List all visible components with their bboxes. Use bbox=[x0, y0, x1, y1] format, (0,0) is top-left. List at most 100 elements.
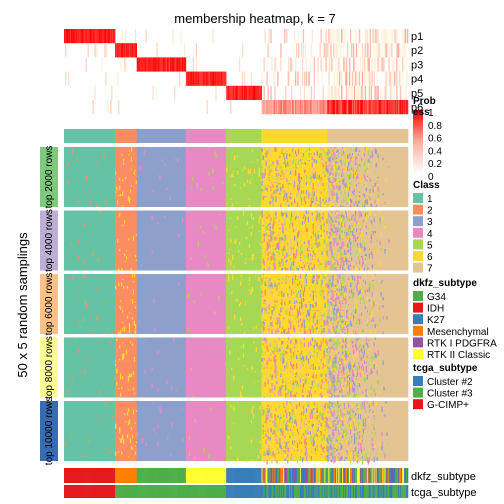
sampling-cell bbox=[119, 438, 121, 440]
prob-cell bbox=[332, 85, 334, 100]
prob-cell bbox=[361, 57, 364, 72]
sampling-cell bbox=[354, 409, 357, 411]
prob-cell bbox=[362, 85, 365, 100]
sampling-cell bbox=[384, 202, 386, 205]
sampling-cell bbox=[272, 245, 274, 247]
prob-cell bbox=[322, 100, 324, 115]
sampling-cell bbox=[289, 183, 291, 185]
sampling-cell bbox=[352, 310, 355, 313]
sampling-cell bbox=[320, 177, 322, 182]
prob-cell bbox=[372, 29, 374, 44]
sampling-cell bbox=[382, 316, 384, 320]
sampling-cell bbox=[264, 251, 266, 253]
sampling-cell bbox=[275, 439, 277, 441]
sampling-cell bbox=[265, 417, 267, 421]
prob-cell bbox=[167, 57, 169, 72]
sampling-cell bbox=[358, 150, 361, 152]
sampling-cell bbox=[266, 150, 268, 156]
prob-cell bbox=[72, 29, 75, 44]
sampling-cell bbox=[268, 214, 270, 218]
prob-cell bbox=[381, 85, 383, 100]
sampling-cell bbox=[338, 185, 340, 191]
sampling-cell bbox=[359, 396, 362, 398]
sampling-cell bbox=[299, 179, 302, 183]
sampling-cell bbox=[353, 419, 356, 424]
sampling-cell bbox=[259, 242, 261, 246]
sampling-cell bbox=[279, 240, 281, 245]
sampling-cell bbox=[370, 368, 372, 374]
sampling-cell bbox=[369, 189, 371, 194]
annotation-cell-dkfz bbox=[114, 468, 116, 483]
sampling-cell bbox=[274, 147, 276, 152]
sampling-cell bbox=[328, 150, 330, 153]
sampling-cell bbox=[252, 414, 254, 419]
sampling-cell bbox=[272, 184, 274, 188]
sampling-cell bbox=[260, 203, 262, 209]
sampling-cell bbox=[273, 423, 275, 428]
sampling-cell bbox=[317, 183, 319, 187]
sampling-cell bbox=[248, 227, 251, 229]
sampling-cell bbox=[375, 162, 377, 168]
prob-cell bbox=[207, 71, 209, 86]
sampling-cell bbox=[263, 173, 265, 175]
sampling-cell bbox=[350, 218, 353, 221]
sampling-cell bbox=[353, 234, 356, 239]
annotation-cell-tcga bbox=[118, 485, 120, 498]
sampling-cell bbox=[267, 280, 269, 282]
sampling-cell bbox=[331, 217, 333, 221]
prob-cell bbox=[389, 85, 391, 100]
sampling-cell bbox=[226, 168, 228, 170]
prob-cell bbox=[213, 71, 215, 86]
annotation-cell-dkfz bbox=[84, 468, 86, 483]
sampling-cell bbox=[275, 433, 277, 436]
sampling-cell bbox=[289, 154, 291, 157]
sampling-cell bbox=[350, 216, 353, 219]
sampling-cell bbox=[262, 411, 264, 416]
sampling-cell bbox=[360, 449, 363, 453]
sampling-cell bbox=[339, 422, 341, 427]
annotation-cell-dkfz bbox=[73, 468, 76, 483]
sampling-cell bbox=[357, 338, 360, 340]
sampling-cell bbox=[337, 374, 339, 376]
sampling-cell bbox=[296, 278, 299, 282]
sampling-cell bbox=[230, 446, 232, 449]
sampling-cell bbox=[359, 446, 362, 451]
sampling-cell bbox=[292, 314, 294, 316]
sampling-cell bbox=[265, 284, 267, 286]
sampling-cell bbox=[328, 204, 330, 207]
sampling-cell bbox=[344, 221, 346, 224]
sampling-cell bbox=[303, 409, 306, 415]
sampling-cell bbox=[357, 154, 360, 156]
sampling-cell bbox=[338, 147, 340, 149]
sampling-cell bbox=[297, 319, 300, 324]
prob-cell bbox=[301, 100, 304, 115]
sampling-cell bbox=[331, 181, 333, 187]
sampling-cell bbox=[284, 222, 286, 227]
annotation-cell-dkfz bbox=[101, 468, 103, 483]
sampling-cell bbox=[354, 217, 357, 223]
sampling-cell bbox=[299, 222, 302, 224]
prob-cell bbox=[400, 85, 402, 100]
sampling-cell bbox=[258, 172, 260, 177]
sampling-cell bbox=[312, 195, 314, 198]
sampling-cell bbox=[348, 197, 350, 201]
sampling-cell bbox=[349, 245, 351, 247]
sampling-cell bbox=[348, 456, 350, 459]
sampling-cell bbox=[342, 444, 344, 446]
prob-cell bbox=[310, 43, 312, 58]
prob-cell bbox=[376, 71, 378, 86]
prob-cell bbox=[313, 57, 315, 72]
sampling-cell bbox=[336, 192, 338, 195]
sampling-cell bbox=[339, 304, 341, 309]
sampling-cell bbox=[119, 185, 121, 191]
sampling-cell bbox=[133, 274, 136, 278]
sampling-cell bbox=[371, 438, 373, 442]
sampling-cell bbox=[277, 187, 279, 192]
sampling-cell bbox=[327, 426, 329, 428]
sampling-cell bbox=[296, 355, 299, 357]
sampling-cell bbox=[382, 360, 384, 366]
annotation-cell-tcga bbox=[87, 485, 89, 498]
sampling-cell bbox=[202, 230, 204, 234]
sampling-cell bbox=[341, 281, 343, 285]
sampling-cell bbox=[291, 423, 293, 428]
